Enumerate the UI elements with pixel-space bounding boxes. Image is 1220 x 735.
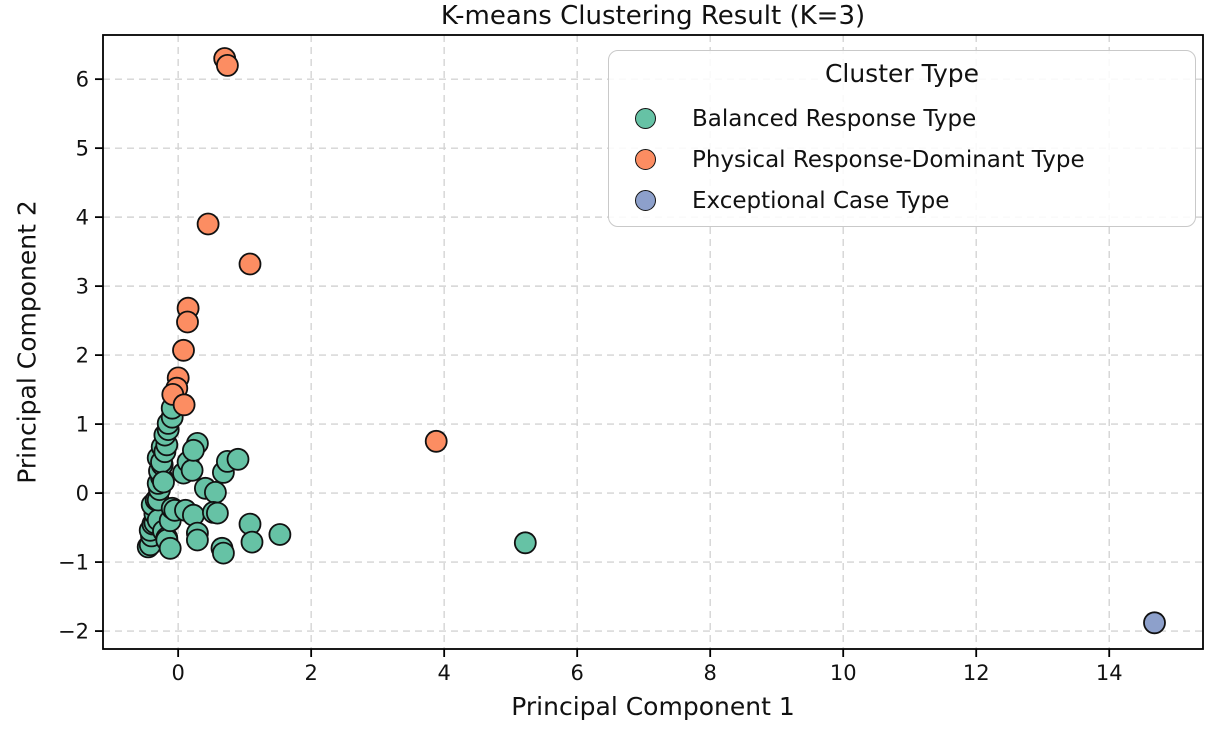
legend-marker-icon: [635, 108, 656, 129]
y-tick-label: 0: [76, 482, 89, 506]
x-tick-label: 4: [437, 661, 450, 685]
data-point: [158, 536, 182, 560]
legend-marker-icon: [635, 190, 656, 211]
data-point: [176, 310, 199, 334]
data-point: [152, 470, 175, 494]
legend-title: Cluster Type: [824, 59, 980, 88]
data-point: [203, 480, 227, 504]
data-point: [238, 252, 262, 276]
y-tick-label: −1: [58, 551, 89, 575]
y-tick-label: 2: [76, 344, 89, 368]
data-point: [172, 393, 196, 417]
x-tick-label: 14: [1096, 661, 1123, 685]
data-point: [1143, 611, 1166, 635]
legend-entries: Balanced Response Type Physical Response-…: [609, 98, 1195, 221]
x-tick-label: 0: [171, 661, 184, 685]
data-point: [226, 447, 250, 471]
data-point: [196, 212, 220, 236]
x-axis-label: Principal Component 1: [511, 692, 795, 721]
x-tick-label: 8: [704, 661, 717, 685]
y-tick-label: 3: [76, 275, 89, 299]
x-tick-label: 2: [304, 661, 317, 685]
data-point: [205, 501, 229, 525]
legend-entry: Exceptional Case Type: [609, 180, 1195, 221]
y-tick-label: −2: [58, 620, 89, 644]
data-point: [180, 458, 204, 482]
y-axis-label: Principal Component 2: [12, 200, 42, 484]
data-point: [424, 429, 448, 453]
y-tick-label: 1: [76, 413, 89, 437]
data-point: [240, 530, 264, 554]
x-tick-label: 6: [570, 661, 583, 685]
legend-entry: Physical Response-Dominant Type: [609, 139, 1195, 180]
x-tick-label: 12: [963, 661, 990, 685]
axes-frame: [102, 34, 1204, 650]
y-tick-label: 6: [76, 68, 89, 92]
legend: Cluster Type Balanced Response Type Physi…: [608, 50, 1196, 227]
legend-entry-label: Exceptional Case Type: [692, 187, 950, 214]
data-point: [513, 531, 537, 555]
data-point: [268, 523, 292, 546]
x-tick-label: 10: [830, 661, 857, 685]
legend-entry-label: Physical Response-Dominant Type: [692, 146, 1085, 173]
legend-entry-label: Balanced Response Type: [692, 105, 977, 132]
y-tick-label: 4: [76, 206, 89, 230]
y-tick-label: 5: [76, 137, 89, 161]
data-point: [215, 54, 239, 77]
data-point: [181, 438, 205, 462]
data-point: [172, 338, 195, 362]
data-point: [211, 541, 235, 565]
chart-title: K-means Clustering Result (K=3): [440, 1, 866, 31]
legend-entry: Balanced Response Type: [609, 98, 1195, 139]
legend-marker-icon: [635, 149, 656, 170]
data-point: [185, 528, 209, 552]
